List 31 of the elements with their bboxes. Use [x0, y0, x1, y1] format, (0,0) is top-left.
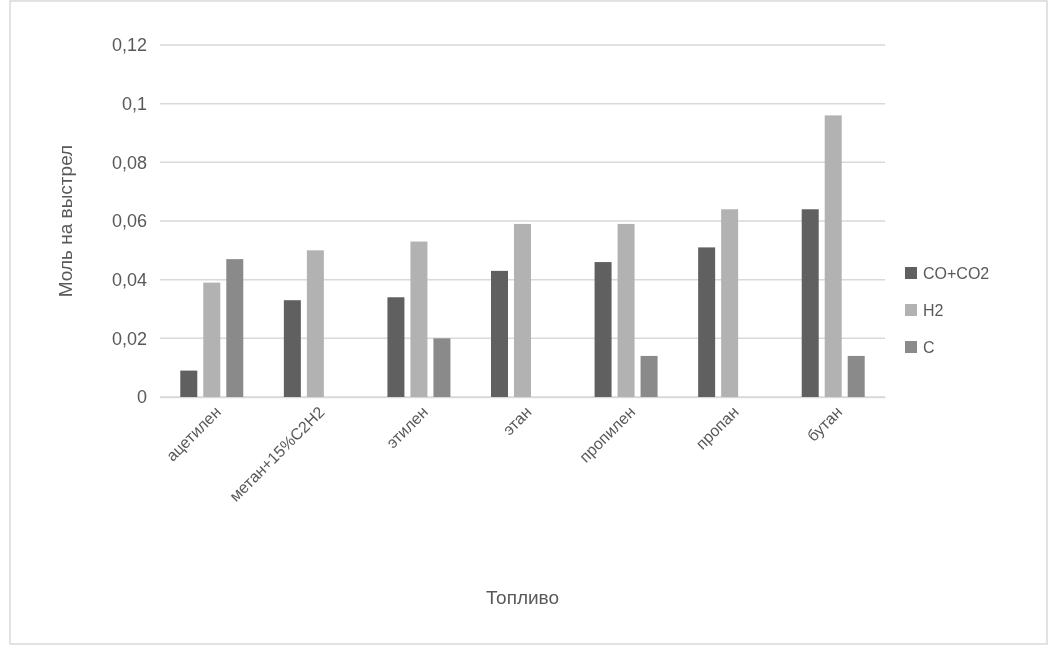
bar: [824, 115, 842, 397]
bar: [226, 259, 244, 397]
bar: [283, 300, 301, 397]
bar: [514, 223, 531, 397]
bar: [306, 250, 324, 397]
legend-label: C: [923, 339, 935, 356]
y-tick-label: 0,06: [111, 211, 147, 232]
y-axis-title: Моль на выстрел: [55, 144, 76, 298]
y-tick-label: 0,12: [111, 35, 147, 56]
bar: [410, 241, 428, 397]
bar: [203, 282, 221, 397]
x-axis-title: Топливо: [485, 587, 560, 608]
y-tick-label: 0: [136, 387, 147, 408]
bar: [387, 297, 405, 397]
bar: [433, 338, 451, 397]
legend-label: CO+CO2: [923, 265, 990, 282]
bar: [491, 270, 508, 397]
bar: [698, 247, 716, 397]
bar: [640, 355, 658, 397]
bar: [721, 209, 739, 397]
legend-label: H2: [923, 302, 944, 319]
y-tick-label: 0,1: [121, 93, 147, 114]
y-tick-label: 0,08: [111, 152, 147, 173]
bar: [847, 355, 865, 397]
bar: [801, 209, 819, 397]
y-tick-label: 0,02: [111, 328, 147, 349]
bar: [594, 262, 612, 397]
x-tick-label: этан: [499, 403, 535, 439]
y-tick-label: 0,04: [111, 269, 147, 290]
bar: [617, 223, 635, 397]
bar: [180, 370, 198, 397]
